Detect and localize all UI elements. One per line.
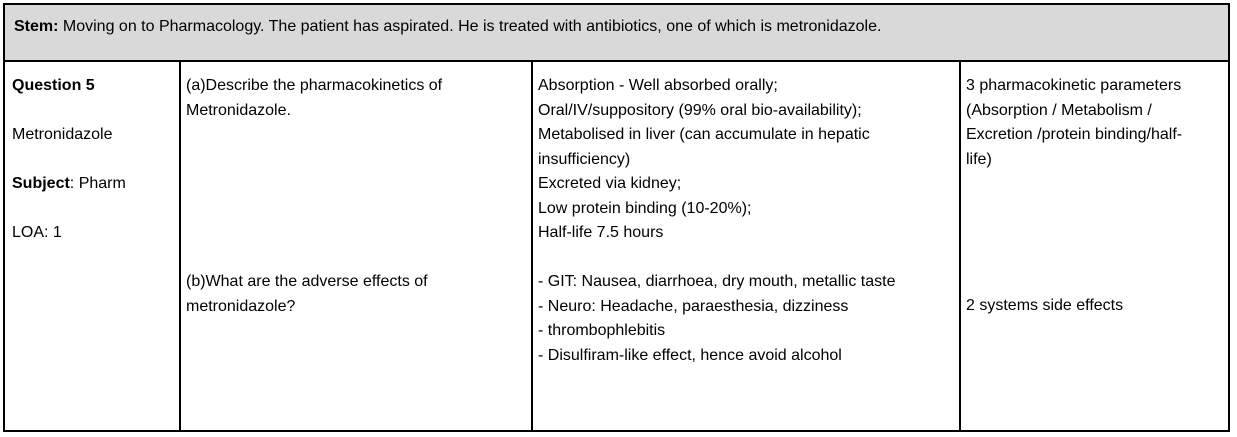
marking-line: 3 pharmacokinetic parameters — [966, 77, 1182, 94]
question-b: (b)What are the adverse effects of metro… — [186, 270, 428, 319]
question-line: (a)Describe the pharmacokinetics of — [186, 77, 443, 94]
topic-label: Metronidazole — [12, 126, 113, 143]
question-number: Question 5 — [12, 77, 95, 94]
answer-line: - GIT: Nausea, diarrhoea, dry mouth, met… — [538, 273, 896, 290]
marking-a: 3 pharmacokinetic parameters (Absorption… — [966, 74, 1182, 172]
answer-line: Low protein binding (10-20%); — [538, 199, 752, 217]
answer-line: Oral/IV/suppository (99% oral bio-availa… — [538, 101, 862, 119]
answer-line: Half-life 7.5 hours — [538, 224, 664, 241]
answer-b: - GIT: Nausea, diarrhoea, dry mouth, met… — [538, 270, 895, 368]
answer-line: Excreted via kidney; — [538, 175, 682, 192]
answer-line: Metabolised in liver (can accumulate in … — [538, 126, 870, 143]
answer-line: Absorption - Well absorbed orally; — [538, 77, 778, 94]
answer-line: - Neuro: Headache, paraesthesia, dizzine… — [538, 297, 849, 315]
stem-body: Moving on to Pharmacology. The patient h… — [58, 18, 882, 35]
marking-line: (Absorption / Metabolism / — [966, 101, 1152, 119]
subject-key: Subject — [12, 175, 70, 192]
stem-row: Stem: Moving on to Pharmacology. The pat… — [3, 3, 1230, 62]
subject-value: : Pharm — [69, 175, 126, 192]
answer-a: Absorption - Well absorbed orally; Oral/… — [538, 74, 870, 246]
question-line: Metronidazole. — [186, 101, 291, 119]
question-line: metronidazole? — [186, 297, 296, 315]
stem-label: Stem: — [14, 18, 59, 35]
subject-label: Subject: Pharm — [12, 172, 126, 197]
marking-line: 2 systems side effects — [966, 297, 1124, 314]
marking-b: 2 systems side effects — [966, 294, 1123, 319]
column-divider — [179, 62, 181, 430]
loa-label: LOA: 1 — [12, 224, 62, 241]
question-a: (a)Describe the pharmacokinetics of Metr… — [186, 74, 442, 123]
stem-text: Stem: Moving on to Pharmacology. The pat… — [14, 15, 881, 40]
question-line: (b)What are the adverse effects of — [186, 273, 428, 290]
answer-line: insufficiency) — [538, 150, 631, 168]
question-table: Question 5 Metronidazole Subject: Pharm … — [3, 62, 1230, 432]
column-divider — [531, 62, 533, 430]
answer-line: - Disulfiram-like effect, hence avoid al… — [538, 346, 842, 364]
column-divider — [959, 62, 961, 430]
marking-line: Excretion /protein binding/half- — [966, 126, 1183, 143]
answer-line: - thrombophlebitis — [538, 322, 666, 339]
marking-line: life) — [966, 150, 992, 168]
